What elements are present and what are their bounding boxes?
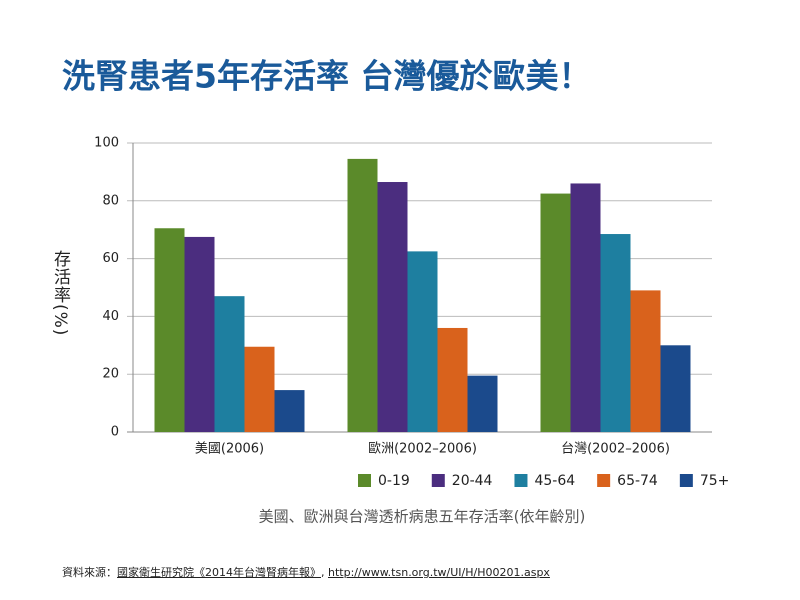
x-tick-label: 歐洲(2002–2006) xyxy=(368,442,477,457)
legend-swatch xyxy=(358,474,371,487)
bar xyxy=(660,345,691,432)
caption: 美國、歐洲與台灣透析病患五年存活率(依年齡別) xyxy=(259,508,586,526)
y-tick-label: 80 xyxy=(102,193,119,208)
bar xyxy=(154,228,185,432)
y-tick-label: 0 xyxy=(111,425,119,440)
bar xyxy=(244,346,275,432)
y-tick-label: 100 xyxy=(94,136,119,151)
legend-label: 65-74 xyxy=(617,473,658,489)
bar xyxy=(407,251,438,432)
bar xyxy=(347,158,378,432)
source-url[interactable]: http://www.tsn.org.tw/UI/H/H00201.aspx xyxy=(328,566,550,579)
source-separator: , xyxy=(321,566,328,579)
y-axis-label: 存活率(%) xyxy=(50,250,70,337)
legend-swatch xyxy=(514,474,528,487)
legend-swatch xyxy=(597,474,611,487)
bar xyxy=(184,236,215,432)
y-tick-label: 20 xyxy=(102,367,119,382)
legend-swatch xyxy=(431,474,445,487)
bar xyxy=(274,390,305,432)
slide-title: 洗腎患者5年存活率 台灣優於歐美！ xyxy=(62,57,591,96)
source-label: 資料來源： xyxy=(62,566,117,579)
legend-label: 20-44 xyxy=(452,473,493,489)
bar xyxy=(570,183,601,432)
y-tick-label: 40 xyxy=(102,309,119,324)
legend-swatch xyxy=(679,474,693,487)
x-tick-label: 美國(2006) xyxy=(195,442,264,457)
y-tick-label: 60 xyxy=(102,251,119,266)
bar xyxy=(600,234,631,432)
source-title[interactable]: 國家衛生研究院《2014年台灣腎病年報》 xyxy=(117,566,321,579)
legend-label: 0-19 xyxy=(378,473,410,489)
bar xyxy=(467,375,498,432)
bar xyxy=(540,193,571,432)
bar xyxy=(630,290,661,432)
legend-label: 75+ xyxy=(700,473,730,489)
bar xyxy=(437,327,468,432)
legend-label: 45-64 xyxy=(534,473,575,489)
source: 資料來源：國家衛生研究院《2014年台灣腎病年報》, http://www.ts… xyxy=(62,564,550,580)
bar xyxy=(377,182,408,432)
bar xyxy=(214,296,245,432)
x-tick-label: 台灣(2002–2006) xyxy=(561,442,670,457)
